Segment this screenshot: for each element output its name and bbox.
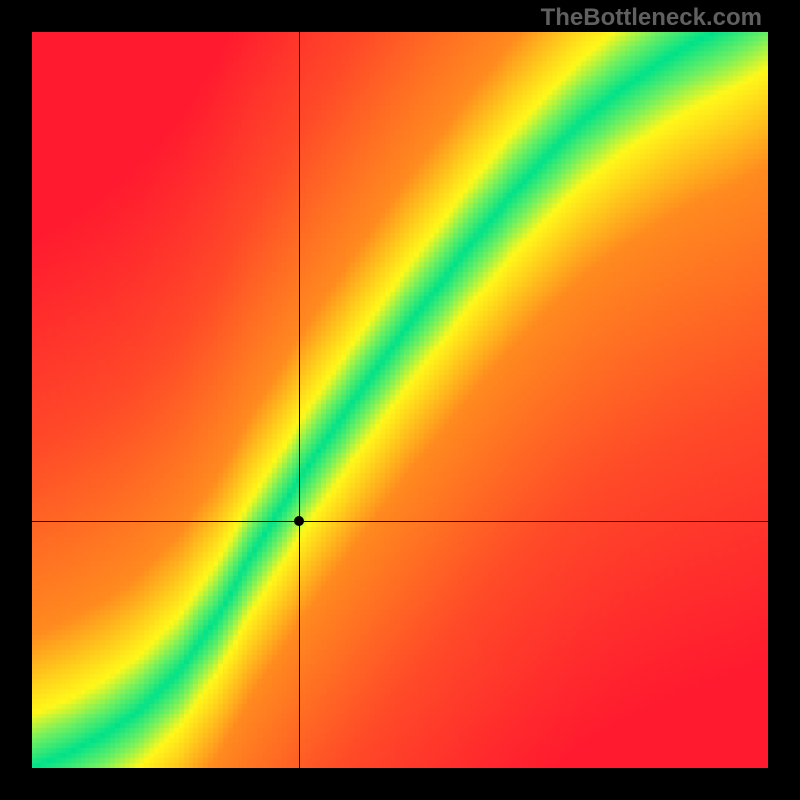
chart-frame: TheBottleneck.com	[0, 0, 800, 800]
frame-border-left	[0, 0, 32, 800]
frame-border-right	[768, 0, 800, 800]
heatmap-canvas	[32, 32, 768, 768]
crosshair-horizontal-line	[32, 521, 768, 522]
watermark-text: TheBottleneck.com	[541, 4, 762, 32]
frame-border-bottom	[0, 768, 800, 800]
crosshair-vertical-line	[299, 32, 300, 768]
